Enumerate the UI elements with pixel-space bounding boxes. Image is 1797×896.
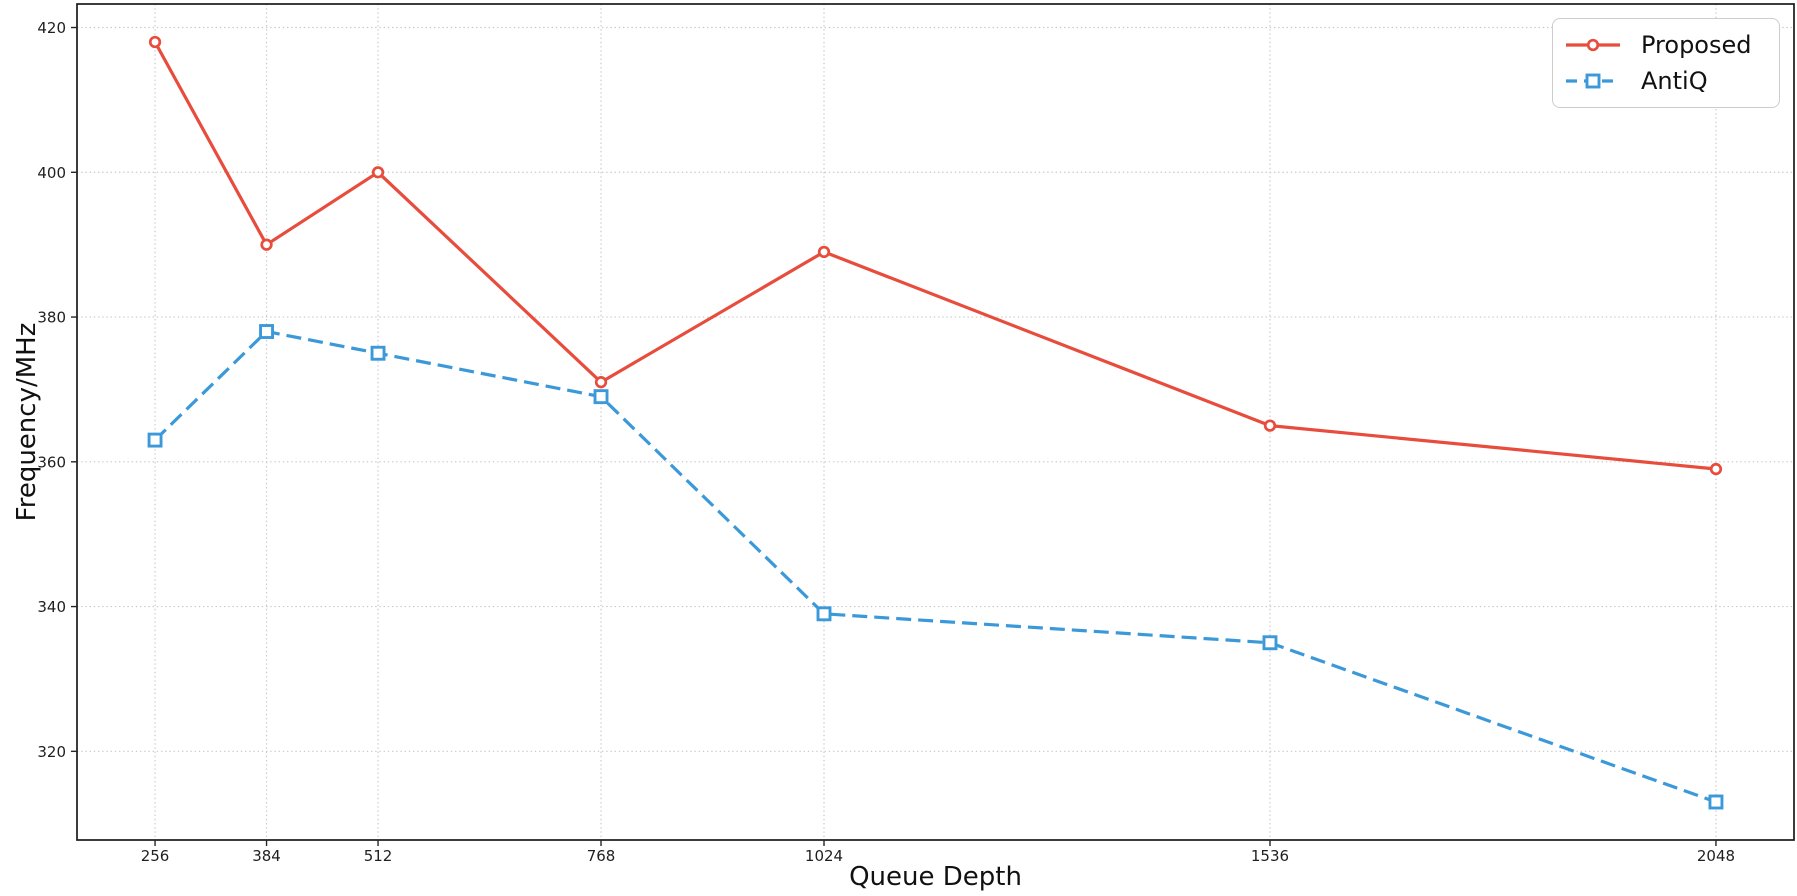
y-axis-label: Frequency/MHz — [12, 322, 42, 522]
y-tick-label: 400 — [37, 164, 66, 182]
x-tick-label: 768 — [587, 847, 616, 865]
data-point-proposed — [1709, 462, 1723, 476]
data-point-proposed — [1263, 419, 1277, 432]
x-tick-label: 1536 — [1251, 847, 1289, 865]
data-point-proposed — [371, 166, 385, 179]
data-point-antiq — [1262, 635, 1278, 651]
antiq-line-sample-icon — [1566, 73, 1620, 89]
data-point-antiq — [1708, 794, 1724, 810]
plot-border — [76, 3, 1795, 841]
x-tick-label: 1024 — [805, 847, 843, 865]
y-tick-label: 420 — [37, 19, 66, 37]
data-point-antiq — [259, 324, 274, 339]
legend: Proposed AntiQ — [1552, 18, 1780, 108]
series-line-proposed — [153, 41, 1717, 471]
x-tick-label: 384 — [252, 847, 281, 865]
data-point-proposed — [260, 238, 273, 251]
x-axis-label: Queue Depth — [849, 862, 1022, 892]
y-tick-label: 380 — [37, 309, 66, 327]
data-point-proposed — [148, 35, 162, 49]
y-tick-label: 340 — [37, 598, 66, 616]
legend-label-proposed: Proposed — [1641, 30, 1752, 59]
series-line-antiq — [153, 329, 1717, 804]
legend-label-antiq: AntiQ — [1641, 67, 1708, 96]
data-point-proposed — [594, 376, 608, 389]
legend-item-proposed: Proposed — [1553, 31, 1779, 59]
data-point-proposed — [817, 245, 831, 259]
y-tick-label: 320 — [37, 743, 66, 761]
legend-item-antiq: AntiQ — [1553, 67, 1779, 95]
y-tick-label: 360 — [37, 453, 66, 471]
data-point-antiq — [370, 345, 386, 361]
proposed-line-sample-icon — [1566, 38, 1620, 51]
x-tick-label: 2048 — [1697, 847, 1735, 865]
data-point-antiq — [593, 389, 609, 405]
data-point-antiq — [816, 606, 832, 622]
x-tick-label: 256 — [141, 847, 170, 865]
data-point-antiq — [147, 432, 163, 448]
x-tick-label: 512 — [364, 847, 393, 865]
